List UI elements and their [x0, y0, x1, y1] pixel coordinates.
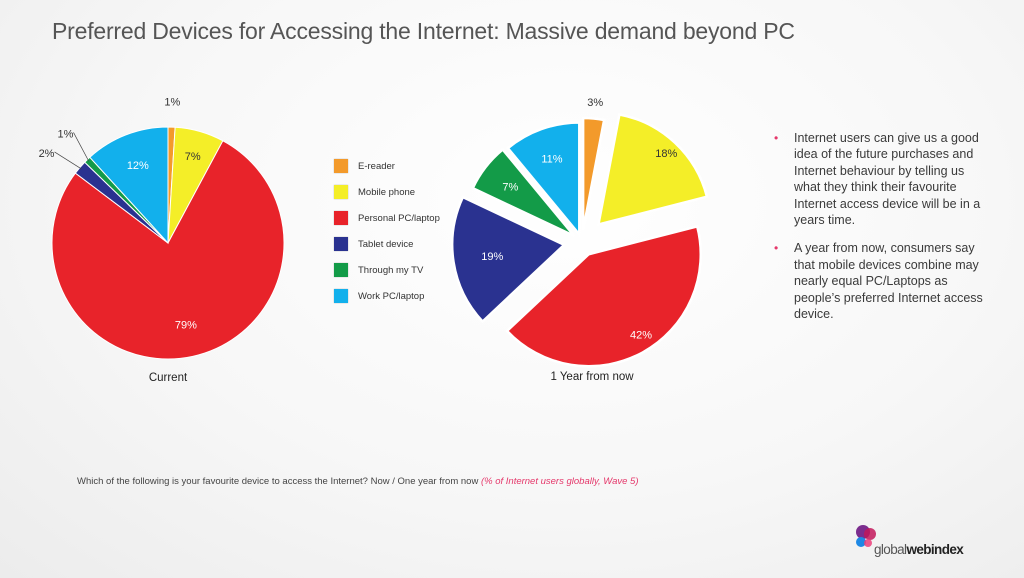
- slide-title: Preferred Devices for Accessing the Inte…: [52, 18, 795, 44]
- survey-source: (% of Internet users globally, Wave 5): [480, 476, 639, 487]
- bullet-marker: •: [774, 131, 779, 145]
- legend-swatch: [334, 185, 348, 199]
- brand-logo: globalwebindex: [852, 522, 982, 562]
- slice-label: 11%: [541, 154, 562, 166]
- bullet-point: • A year from now, consumers say that mo…: [770, 240, 985, 322]
- legend-label: Tablet device: [358, 238, 414, 250]
- legend-swatch: [334, 263, 348, 277]
- legend-item-work-pc: Work PC/laptop: [334, 283, 440, 309]
- footnote: Which of the following is your favourite…: [77, 476, 638, 487]
- slice-label: 12%: [127, 160, 149, 172]
- slice-through-my-tv: [471, 147, 576, 238]
- bullet-text: A year from now, consumers say that mobi…: [794, 241, 983, 322]
- slice-label: 1%: [58, 128, 74, 140]
- survey-question: Which of the following is your favourite…: [77, 476, 479, 487]
- bullet-text: Internet users can give us a good idea o…: [794, 131, 981, 228]
- slice-e-reader: [581, 116, 606, 231]
- bullet-point: • Internet users can give us a good idea…: [770, 130, 985, 228]
- brand-logo-icon: [856, 525, 876, 547]
- legend-label: Work PC/laptop: [358, 290, 425, 302]
- brand-prefix: global: [874, 542, 907, 557]
- slice-label: 18%: [655, 148, 677, 160]
- chart-caption: Current: [149, 372, 188, 384]
- legend-swatch: [334, 159, 348, 173]
- slice-label: 7%: [185, 151, 201, 163]
- slice-personal-pc-laptop: [51, 140, 285, 360]
- slice-label: 42%: [630, 330, 652, 342]
- slice-work-pc-laptop: [89, 126, 169, 245]
- slice-label: 2%: [39, 148, 55, 160]
- legend-label: Personal PC/laptop: [358, 212, 440, 224]
- brand-suffix: webindex: [906, 542, 964, 557]
- pie-chart-1-year-from-now: 3% 18% 42% 19% 7% 11% 1 Year from now: [450, 97, 709, 383]
- slice-mobile-phone: [596, 113, 709, 227]
- slice-work-pc-laptop: [506, 121, 581, 238]
- legend-label: E-reader: [358, 160, 395, 172]
- bullet-list: • Internet users can give us a good idea…: [770, 130, 985, 334]
- legend-label: Mobile phone: [358, 186, 416, 198]
- pie-chart-current: 1%7%79%2%1%12%Current: [39, 97, 285, 384]
- legend-item-personal-pc: Personal PC/laptop: [334, 205, 440, 231]
- slice-personal-pc-laptop: [505, 224, 702, 368]
- leader-line: [73, 132, 90, 162]
- legend-label: Through my TV: [358, 264, 424, 276]
- brand-wordmark: globalwebindex: [874, 542, 964, 557]
- slice-label: 79%: [175, 320, 197, 332]
- slice-label: 1%: [164, 97, 180, 109]
- bullet-marker: •: [774, 241, 779, 256]
- slice-label: 3%: [587, 97, 603, 109]
- leader-line: [54, 151, 82, 170]
- legend-item-e-reader: E-reader: [334, 153, 440, 179]
- legend-item-tablet: Tablet device: [334, 231, 440, 257]
- legend-swatch: [334, 237, 348, 251]
- chart-caption: 1 Year from now: [550, 371, 634, 383]
- slice-label: 19%: [481, 251, 503, 263]
- legend: E-reader Mobile phone Personal PC/laptop…: [334, 153, 440, 309]
- slice-label: 7%: [502, 181, 518, 193]
- slice-tablet-device: [450, 195, 567, 324]
- legend-item-tv: Through my TV: [334, 257, 440, 283]
- legend-item-mobile-phone: Mobile phone: [334, 179, 440, 205]
- legend-swatch: [334, 289, 348, 303]
- legend-swatch: [334, 211, 348, 225]
